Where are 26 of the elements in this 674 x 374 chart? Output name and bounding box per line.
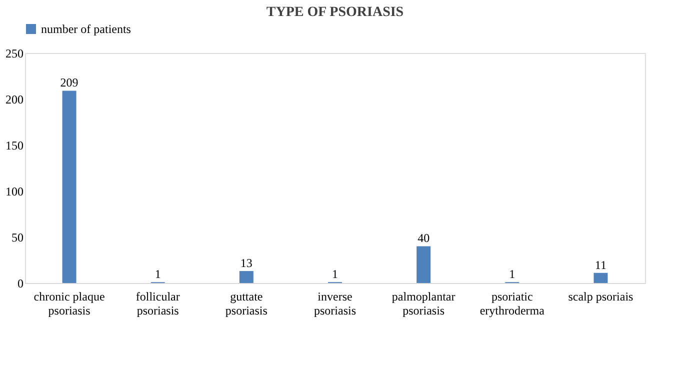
data-label: 40: [418, 231, 430, 246]
bar: [416, 246, 431, 283]
y-tick-label: 250: [6, 46, 24, 60]
y-tick-label: 50: [12, 230, 24, 244]
y-tick-label: 150: [6, 138, 24, 152]
legend-label: number of patients: [41, 22, 132, 36]
bar: [239, 271, 254, 283]
y-tick-label: 100: [6, 184, 24, 198]
data-label: 1: [509, 267, 516, 282]
x-tick-label: guttate psoriasis: [225, 290, 268, 318]
data-label: 11: [594, 258, 606, 272]
x-tick-label: psoriatic erythroderma: [480, 290, 546, 318]
bar: [62, 90, 76, 283]
data-label: 209: [60, 76, 78, 90]
bar: [594, 272, 608, 283]
data-label: 1: [332, 267, 338, 282]
data-label: 13: [240, 256, 252, 270]
data-label: 1: [154, 267, 161, 282]
x-tick-label: scalp psoriais: [568, 290, 634, 304]
x-tick-label: inverse psoriasis: [314, 290, 356, 318]
y-tick-label: 200: [6, 92, 24, 106]
x-tick-label: palmoplantar psoriasis: [392, 290, 456, 318]
x-tick-label: chronic plaque psoriasis: [34, 290, 105, 318]
chart-title: TYPE OF PSORIASIS: [266, 5, 404, 20]
x-tick-label: follicular psoriasis: [136, 290, 180, 318]
y-tick-label: 0: [18, 276, 24, 290]
